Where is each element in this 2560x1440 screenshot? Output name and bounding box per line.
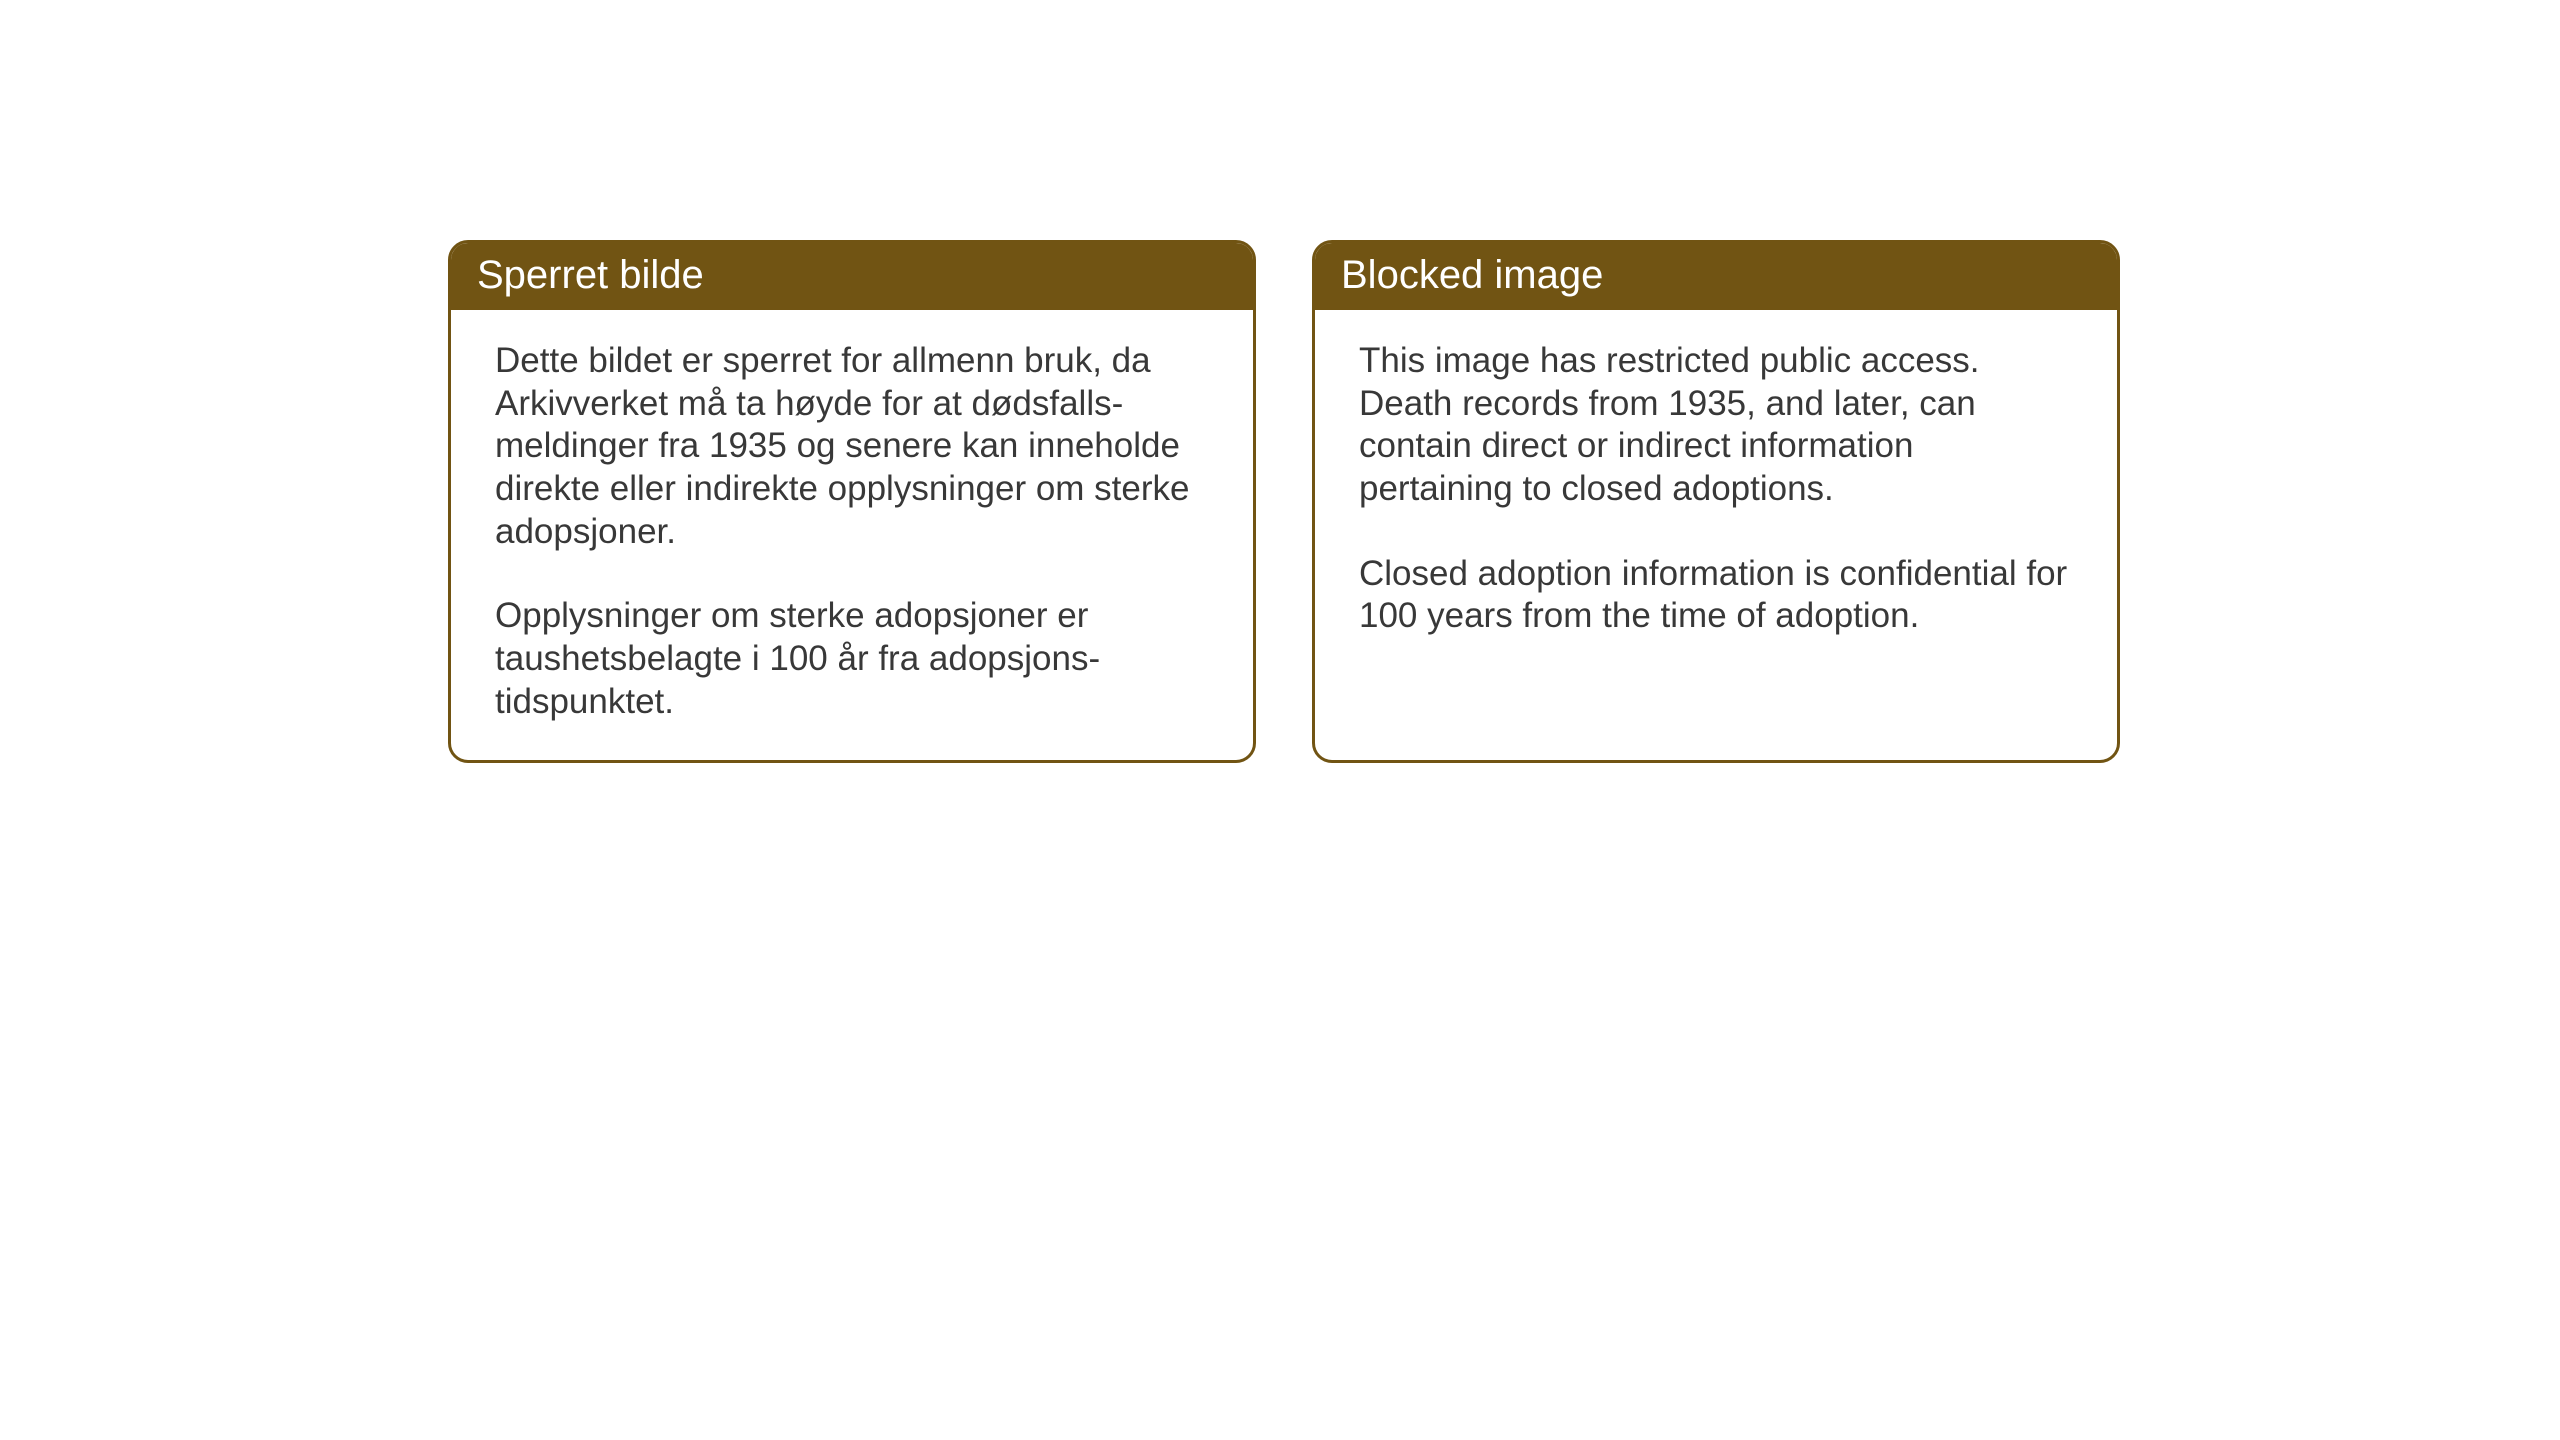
english-notice-title: Blocked image (1315, 243, 2117, 310)
english-paragraph-1: This image has restricted public access.… (1359, 340, 2073, 511)
norwegian-paragraph-2: Opplysninger om sterke adopsjoner er tau… (495, 595, 1209, 723)
norwegian-notice-body: Dette bildet er sperret for allmenn bruk… (451, 310, 1253, 760)
english-notice-body: This image has restricted public access.… (1315, 310, 2117, 700)
norwegian-notice-title: Sperret bilde (451, 243, 1253, 310)
norwegian-notice-box: Sperret bilde Dette bildet er sperret fo… (448, 240, 1256, 763)
english-paragraph-2: Closed adoption information is confident… (1359, 553, 2073, 638)
norwegian-paragraph-1: Dette bildet er sperret for allmenn bruk… (495, 340, 1209, 553)
english-notice-box: Blocked image This image has restricted … (1312, 240, 2120, 763)
notice-container: Sperret bilde Dette bildet er sperret fo… (448, 240, 2120, 763)
